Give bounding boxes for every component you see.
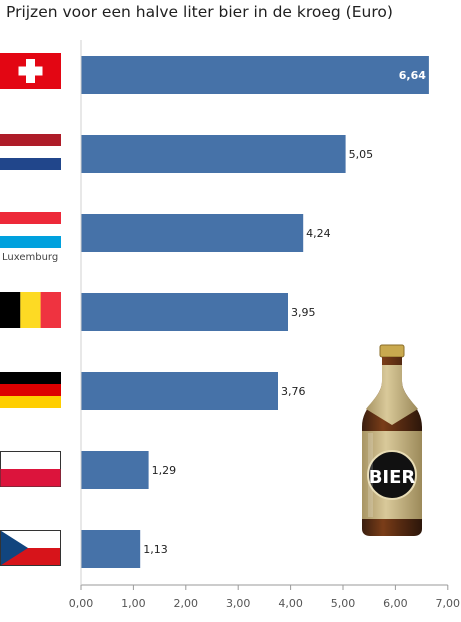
bar-belgium bbox=[81, 293, 288, 331]
bar-switzerland bbox=[81, 56, 429, 94]
data-label: 4,24 bbox=[306, 227, 331, 240]
swiss-flag-icon bbox=[0, 53, 61, 89]
belgian-flag-icon bbox=[0, 292, 61, 328]
x-axis: 0,00 1,00 2,00 3,00 4,00 5,00 6,00 7,00 bbox=[69, 40, 460, 610]
polish-flag-icon bbox=[0, 451, 61, 487]
data-label: 3,76 bbox=[281, 385, 306, 398]
bar-luxemburg bbox=[81, 214, 304, 252]
x-tick-label: 1,00 bbox=[121, 597, 146, 610]
x-tick-label: 5,00 bbox=[331, 597, 356, 610]
data-label: 5,05 bbox=[349, 148, 374, 161]
bar-netherlands bbox=[81, 135, 346, 173]
data-label: 6,64 bbox=[399, 69, 426, 82]
german-flag-icon bbox=[0, 372, 61, 408]
bars-layer: 6,64 5,05 4,24 3,95 3,76 1,29 1,13 bbox=[81, 56, 429, 568]
data-label: 1,13 bbox=[143, 543, 168, 556]
x-tick-label: 3,00 bbox=[226, 597, 251, 610]
chart-title: Prijzen voor een halve liter bier in de … bbox=[6, 3, 393, 21]
bottle-label-text: BIER bbox=[369, 467, 416, 488]
czech-flag-icon bbox=[0, 530, 61, 566]
luxemburg-label: Luxemburg bbox=[2, 252, 59, 263]
bar-poland bbox=[81, 451, 149, 489]
x-tick-label: 7,00 bbox=[436, 597, 461, 610]
luxembourg-flag-icon bbox=[0, 212, 61, 248]
bar-germany bbox=[81, 372, 278, 410]
x-tick-label: 6,00 bbox=[383, 597, 408, 610]
x-tick-label: 2,00 bbox=[174, 597, 199, 610]
x-tick-label: 0,00 bbox=[69, 597, 94, 610]
x-tick-label: 4,00 bbox=[278, 597, 303, 610]
data-label: 3,95 bbox=[291, 306, 316, 319]
data-label: 1,29 bbox=[152, 464, 177, 477]
dutch-flag-icon bbox=[0, 134, 61, 170]
beer-bottle-icon: BIER bbox=[362, 344, 422, 536]
bar-czech-republic bbox=[81, 530, 141, 568]
